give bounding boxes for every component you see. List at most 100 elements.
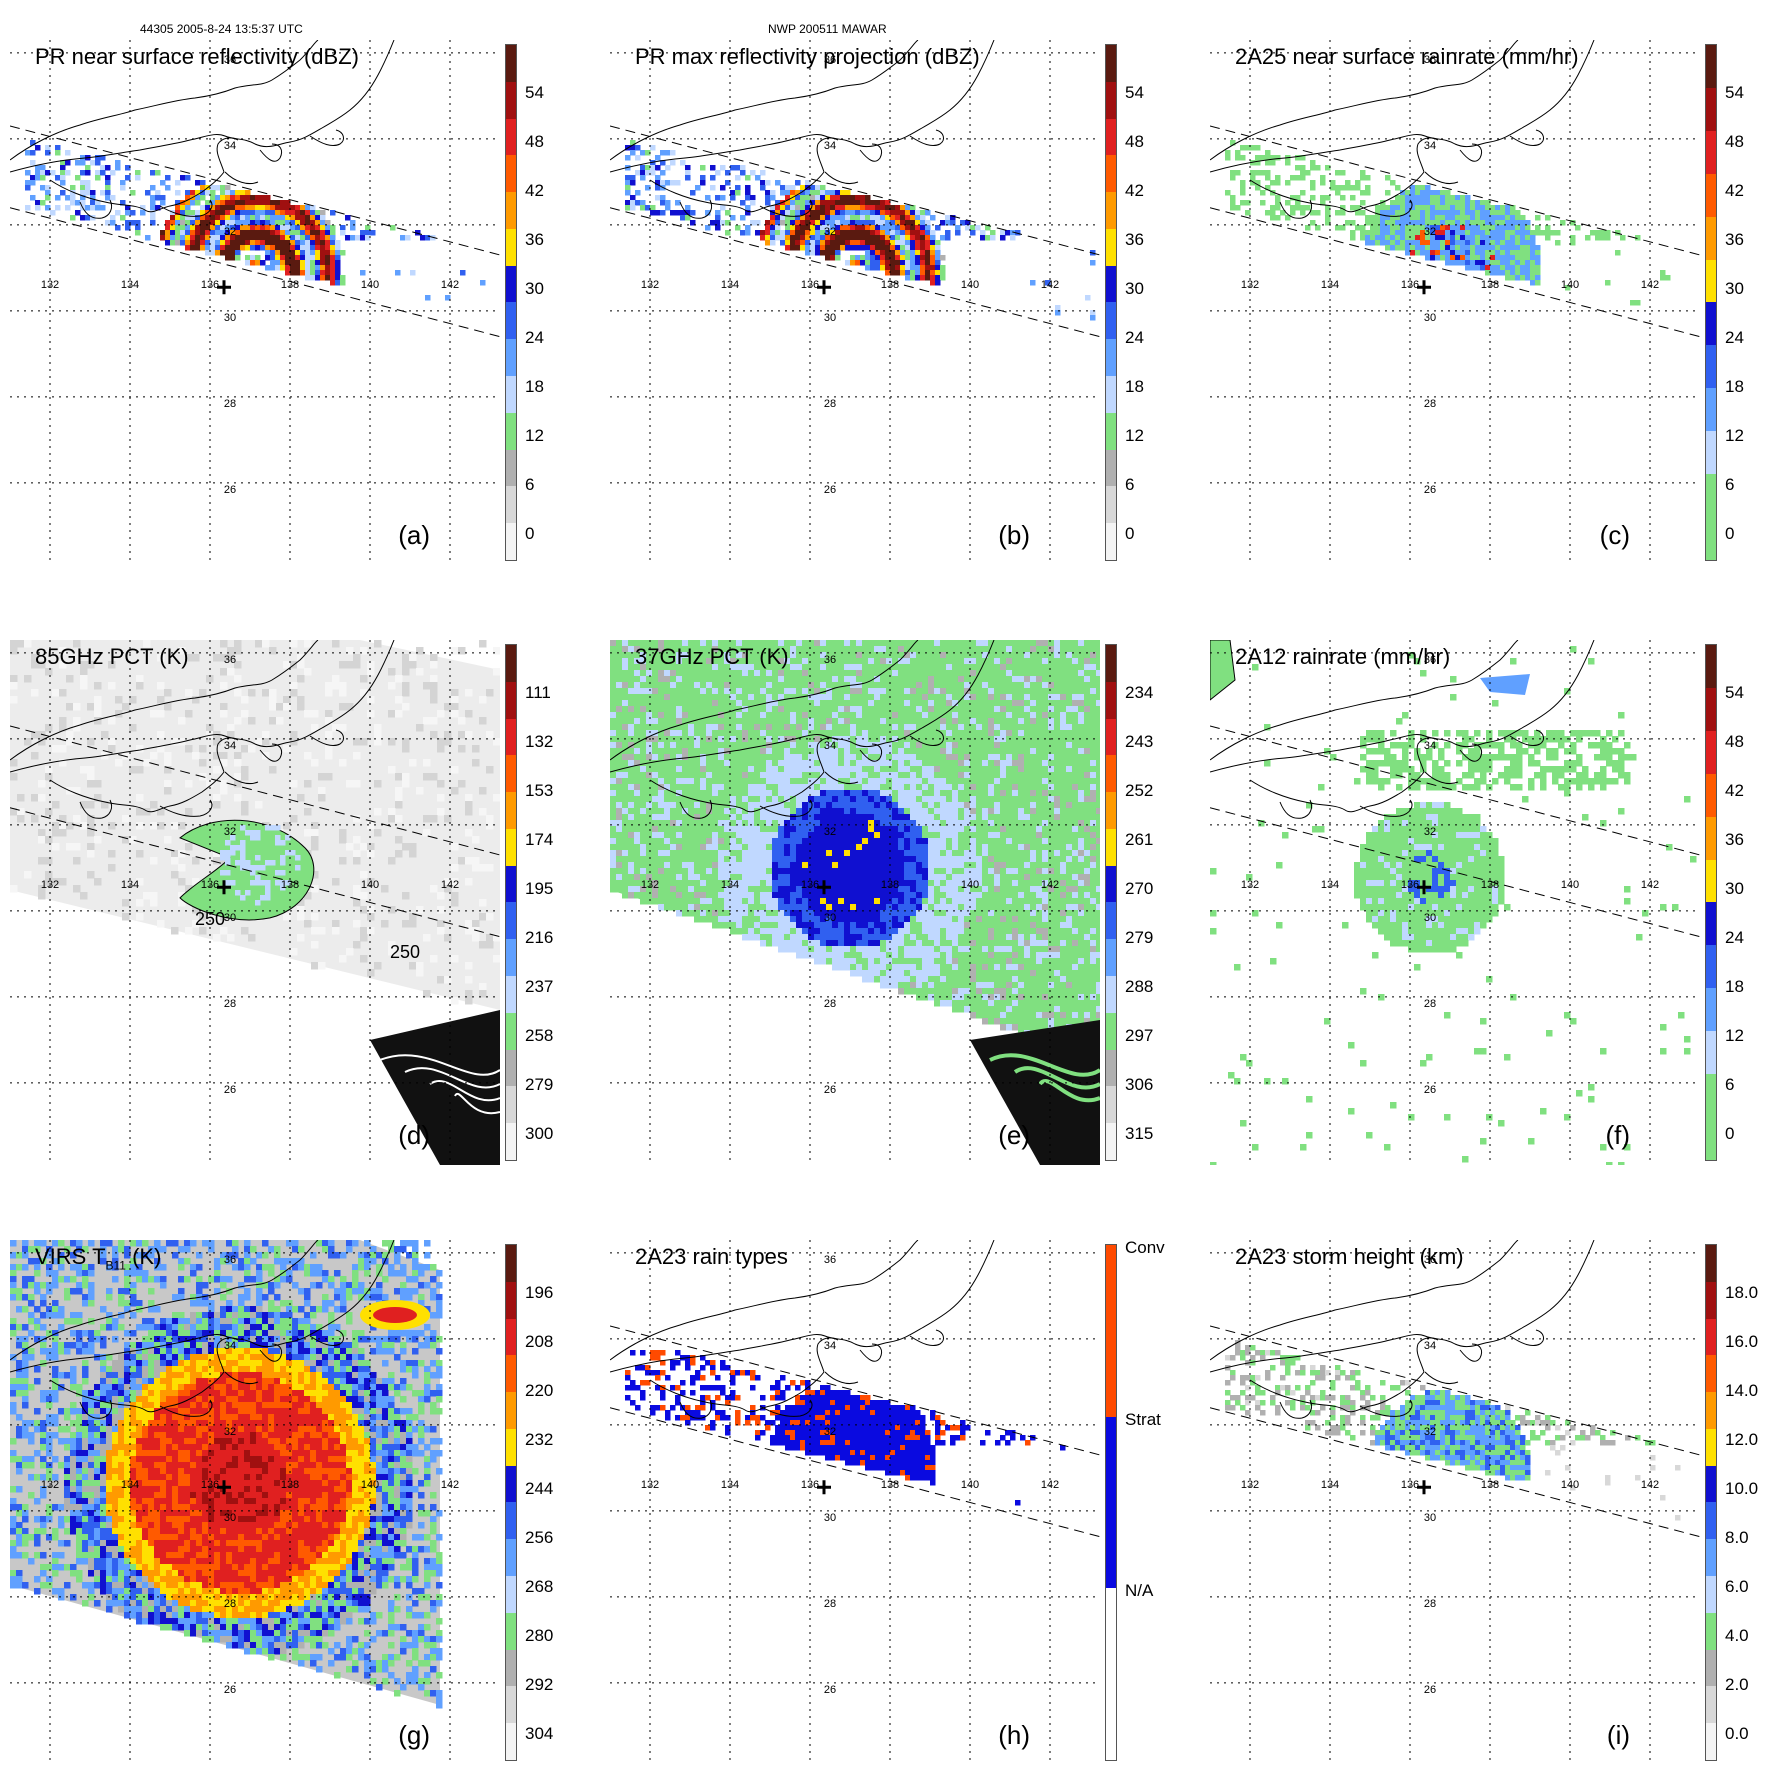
panel-label: (g) [398,1720,430,1750]
lon-label: 138 [880,879,900,892]
lat-label: 32 [223,1425,237,1438]
lat-label: 32 [823,225,837,238]
storm-center-marker [217,880,231,895]
colorbar [1105,44,1117,561]
lon-label: 136 [800,879,820,892]
lon-label: 140 [960,879,980,892]
lon-label: 132 [1240,1479,1260,1492]
colorbar-tick: 195 [525,879,554,899]
lon-label: 140 [1560,1479,1580,1492]
colorbar-tick: 24 [525,328,544,348]
panel-title: PR max reflectivity projection (dBZ) [635,44,980,69]
panel-title: PR near surface reflectivity (dBZ) [35,44,359,69]
colorbar-tick: 14.0 [1725,1381,1759,1401]
colorbar-tick: Conv [1125,1238,1165,1257]
storm-center-marker [817,280,831,295]
lon-label: 134 [720,1479,740,1492]
lat-label: 32 [823,825,837,838]
colorbar-tick: 16.0 [1725,1332,1759,1352]
lon-label: 142 [1040,279,1060,292]
panel-title: 2A12 rainrate (mm/hr) [1235,644,1451,669]
colorbar-tick: 216 [525,928,554,948]
colorbar-tick: 234 [1125,683,1154,703]
colorbar-tick: 252 [1125,781,1154,801]
storm-header: NWP 200511 MAWAR [768,22,887,36]
lon-label: 134 [120,279,140,292]
panel-g: 36 34 32 30 28 26 132 134 136 138 140 142 VIRS TB11 … [10,1240,553,1765]
panel-label: (a) [398,520,430,550]
colorbar-tick: 300 [525,1124,554,1144]
lon-label: 132 [640,1479,660,1492]
lat-label: 34 [823,1339,837,1352]
lon-label: 138 [1480,879,1500,892]
lat-label: 36 [1423,53,1437,66]
panel-title: 2A23 storm height (km) [1235,1244,1464,1269]
colorbar-tick: 6.0 [1725,1577,1749,1597]
lon-label: 134 [720,279,740,292]
storm-center-marker [217,1480,231,1495]
colorbar [1705,644,1717,1161]
lat-label: 32 [1423,225,1437,238]
lat-label: 32 [823,1425,837,1438]
lat-label: 34 [1423,1339,1437,1352]
lon-label: 136 [1400,879,1420,892]
lon-label: 138 [280,279,300,292]
colorbar-tick: 18 [1125,377,1144,397]
lon-label: 138 [880,1479,900,1492]
lat-label: 30 [223,311,237,324]
lon-label: 136 [200,879,220,892]
colorbar-tick: 280 [525,1626,554,1646]
panel-b: 36 34 32 30 28 26 132 134 136 138 140 142 PR max ref… [610,40,1144,565]
lat-label: 26 [823,1683,837,1696]
lat-label: 28 [823,397,837,410]
colorbar-tick: N/A [1125,1581,1154,1600]
lat-label: 36 [223,653,237,666]
lon-label: 136 [200,1479,220,1492]
colorbar-tick: 196 [525,1283,554,1303]
panel-i: 36 34 32 30 28 26 132 134 136 138 140 142 2A23 storm… [1210,1240,1758,1765]
lon-label: 136 [1400,1479,1420,1492]
colorbar-tick: 36 [1125,230,1144,250]
lon-label: 140 [1560,279,1580,292]
lat-label: 30 [823,311,837,324]
colorbar-tick: 54 [1725,83,1744,103]
colorbar-tick: 12.0 [1725,1430,1759,1450]
panel-title: 2A25 near surface rainrate (mm/hr) [1235,44,1579,69]
colorbar-tick: 243 [1125,732,1154,752]
colorbar-tick: 48 [1725,732,1744,752]
colorbar-tick: 0 [1725,524,1735,544]
colorbar-tick: 288 [1125,977,1154,997]
panel-label: (d) [398,1120,430,1150]
lat-label: 34 [823,739,837,752]
lat-label: 36 [823,653,837,666]
storm-center-marker [817,1480,831,1495]
panel-c: 36 34 32 30 28 26 132 134 136 138 140 142 2A25 near … [1210,40,1744,565]
colorbar-tick: 315 [1125,1124,1154,1144]
colorbar-tick: 36 [1725,230,1744,250]
lon-label: 134 [1320,1479,1340,1492]
colorbar [1705,44,1717,561]
lat-label: 30 [823,911,837,924]
lat-label: 26 [223,1083,237,1096]
map-area: 36 34 32 30 28 26 132 134 136 138 140 142 [610,640,1100,1165]
panel-label: (e) [998,1120,1030,1150]
colorbar-tick: 0 [1725,1124,1735,1144]
colorbar-tick: 237 [525,977,554,997]
colorbar-tick: 42 [525,181,544,201]
lon-label: 138 [280,1479,300,1492]
lon-label: 132 [640,279,660,292]
panel-h: 36 34 32 30 28 26 132 134 136 138 140 142 2A23 rain … [610,1238,1165,1765]
lon-label: 134 [1320,279,1340,292]
colorbar-tick: 18.0 [1725,1283,1759,1303]
lat-label: 28 [1423,997,1437,1010]
lat-label: 34 [823,139,837,152]
panel-a: 36 34 32 30 28 26 132 134 136 138 140 142 PR near su… [10,40,544,565]
lat-label: 34 [1423,139,1437,152]
lat-label: 36 [823,1253,837,1266]
lat-label: 32 [223,825,237,838]
lat-label: 34 [223,739,237,752]
lon-label: 134 [1320,879,1340,892]
lon-label: 134 [720,879,740,892]
panel-title: 37GHz PCT (K) [635,644,789,669]
colorbar-tick: 8.0 [1725,1528,1749,1548]
